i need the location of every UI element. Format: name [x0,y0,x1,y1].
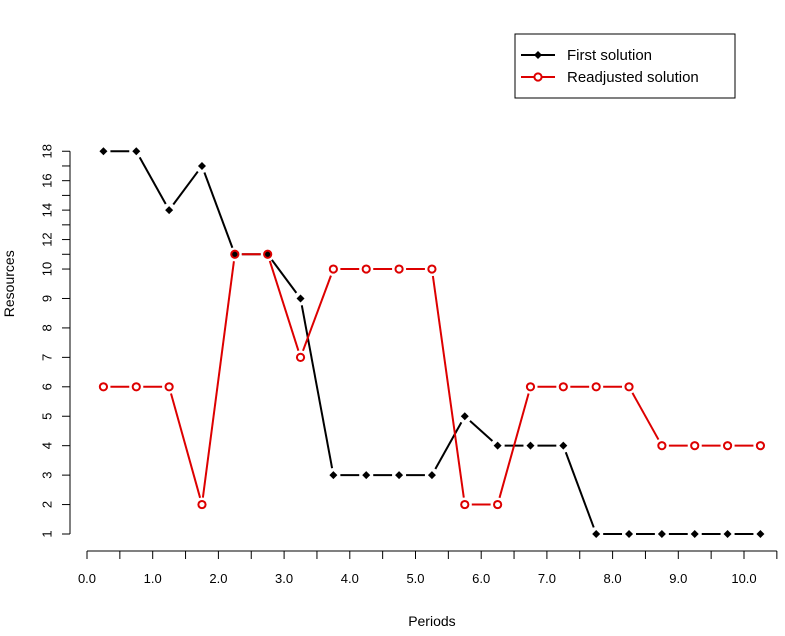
series-2 [98,249,766,510]
x-tick-label: 6.0 [472,571,490,586]
x-tick-label: 4.0 [341,571,359,586]
data-point [164,382,174,392]
series-2-segment [302,275,332,352]
series-layer [98,147,766,538]
series-1-segment [172,170,199,206]
data-point [427,264,437,274]
x-tick-label: 7.0 [538,571,556,586]
data-point [230,249,240,259]
data-point [756,530,765,538]
data-point [493,441,502,450]
data-point [131,382,141,392]
data-point [132,147,141,156]
y-axis-title: Resources [1,250,17,317]
x-axis-title: Periods [408,613,455,629]
legend-item-1: First solution [521,47,652,64]
y-tick-label: 10 [39,262,54,276]
data-point [657,530,666,538]
series-1-segment [564,451,595,528]
data-point [197,161,206,170]
data-point [362,471,371,480]
data-point [690,530,699,538]
data-point [296,294,305,303]
series-1-segment [434,421,463,470]
legend-label: First solution [567,47,652,64]
series-1-segment [203,172,234,249]
data-point [394,264,404,274]
data-point [395,471,404,480]
x-tick-label: 10.0 [731,571,756,586]
data-point [723,530,732,538]
series-1-segment [300,305,334,469]
x-tick-label: 0.0 [78,571,96,586]
y-tick-label: 16 [39,173,54,187]
y-tick-label: 7 [39,354,54,361]
data-point [263,249,273,259]
series-2-segment [268,260,300,351]
data-point [295,352,306,362]
data-point [525,382,536,392]
y-tick-label: 12 [39,232,54,246]
data-point [493,499,503,510]
data-point [559,441,568,450]
legend-label: Readjusted solution [567,69,699,86]
x-axis-ticks: 0.0 1.0 2.0 3.0 4.0 5.0 6.0 7.0 8.0 9.0 10.0 [78,551,778,586]
data-point [625,530,634,538]
y-tick-label: 3 [39,472,54,479]
data-point [755,441,766,451]
data-point [328,264,338,274]
data-point [690,441,700,451]
y-tick-label: 8 [39,324,54,331]
data-point [98,382,109,392]
axes: 0.0 1.0 2.0 3.0 4.0 5.0 6.0 7.0 8.0 9.0 10.0 12345… [39,144,778,586]
x-tick-label: 3.0 [275,571,293,586]
legend-marker [534,51,542,59]
data-point [624,382,634,392]
data-point [427,471,436,480]
data-point [591,382,601,392]
series-2-segment [631,392,660,441]
data-point [657,441,667,451]
legend-box [514,33,736,99]
data-point [460,412,469,421]
data-point [165,206,174,215]
x-tick-label: 8.0 [604,571,622,586]
data-point [99,147,108,156]
series-2-segment [498,393,530,499]
x-tick-label: 5.0 [406,571,424,586]
series-1-segment [271,259,298,294]
data-point [558,382,568,392]
y-tick-label: 14 [39,203,54,217]
y-tick-label: 5 [39,413,54,420]
series-1-segment [138,156,167,205]
legend-item-2: Readjusted solution [521,69,699,86]
x-tick-label: 1.0 [144,571,162,586]
x-tick-label: 9.0 [669,571,687,586]
series-2-segment [431,275,465,498]
y-tick-label: 1 [39,530,54,537]
y-tick-label: 2 [39,501,54,508]
y-tick-label: 6 [39,383,54,390]
legend-items: First solution Readjusted solution [521,47,699,86]
x-tick-label: 2.0 [209,571,227,586]
y-tick-label: 18 [39,144,54,158]
series-2-segment [201,261,235,498]
y-tick-label: 4 [39,442,54,449]
series-1-segment [469,420,494,442]
y-tick-label: 9 [39,295,54,302]
legend-marker [533,72,543,82]
data-point [526,441,535,450]
data-point [329,471,338,480]
series-2-segment [170,393,202,499]
data-point [197,499,207,510]
legend: First solution Readjusted solution [514,33,736,99]
data-point [460,499,470,510]
data-point [361,264,371,274]
series-1 [99,147,765,538]
data-point [592,530,601,538]
data-point [722,441,733,451]
